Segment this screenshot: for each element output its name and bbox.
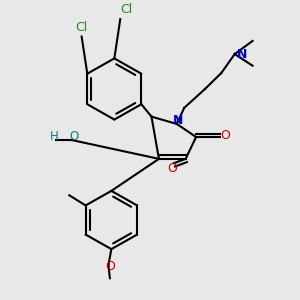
Text: Cl: Cl (120, 3, 132, 16)
Text: O: O (220, 129, 230, 142)
Text: H: H (50, 130, 58, 143)
Text: O: O (70, 130, 79, 143)
Text: O: O (105, 260, 115, 273)
Text: O: O (167, 162, 177, 175)
Text: N: N (237, 47, 247, 61)
Text: N: N (173, 114, 183, 127)
Text: Cl: Cl (76, 21, 88, 34)
